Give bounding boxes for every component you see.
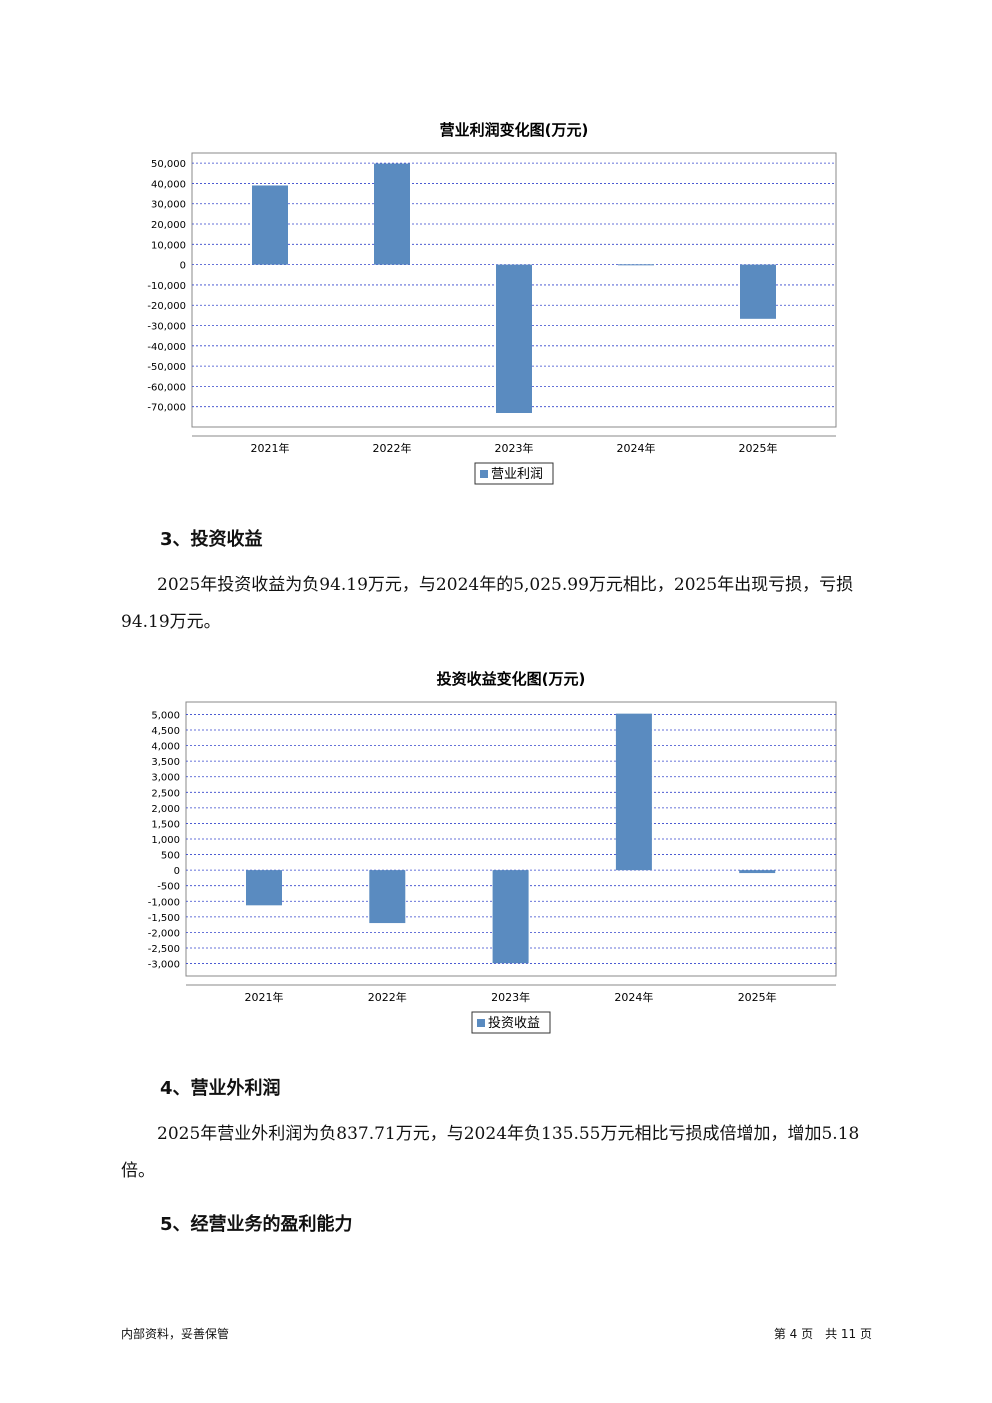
y-tick-label: 50,000 <box>151 159 186 170</box>
y-tick-label: 3,500 <box>151 757 180 768</box>
y-tick-label: 4,000 <box>151 742 180 753</box>
y-tick-label: 30,000 <box>151 200 186 211</box>
x-tick-label: 2025年 <box>739 441 778 455</box>
legend-swatch <box>477 1019 485 1027</box>
y-tick-label: 2,500 <box>151 788 180 799</box>
legend-swatch <box>480 470 488 478</box>
y-tick-label: -3,000 <box>148 960 180 971</box>
y-tick-label: 0 <box>174 866 180 877</box>
paragraph: 2025年投资收益为负94.19万元，与2024年的5,025.99万元相比，2… <box>121 575 854 632</box>
x-tick-label: 2021年 <box>245 990 284 1004</box>
y-tick-label: -1,500 <box>148 913 180 924</box>
footer-left: 内部资料，妥善保管 <box>121 1327 230 1341</box>
bar <box>252 185 288 265</box>
y-tick-label: -60,000 <box>147 382 186 393</box>
y-tick-label: -30,000 <box>147 322 186 333</box>
y-tick-label: -1,000 <box>148 897 180 908</box>
y-tick-label: 3,000 <box>151 773 180 784</box>
x-tick-label: 2022年 <box>368 990 407 1004</box>
y-tick-label: -40,000 <box>147 342 186 353</box>
bar <box>618 264 654 266</box>
y-tick-label: 1,000 <box>151 835 180 846</box>
x-tick-label: 2023年 <box>495 441 534 455</box>
y-tick-label: 20,000 <box>151 220 186 231</box>
section-heading: 4、营业外利润 <box>160 1078 281 1099</box>
x-tick-label: 2024年 <box>614 990 653 1004</box>
paragraph: 2025年营业外利润为负837.71万元，与2024年负135.55万元相比亏损… <box>121 1124 860 1181</box>
x-tick-label: 2023年 <box>491 990 530 1004</box>
y-tick-label: 0 <box>180 261 186 272</box>
bar <box>615 713 652 871</box>
x-tick-label: 2022年 <box>373 441 412 455</box>
y-tick-label: -2,000 <box>148 928 180 939</box>
bar <box>496 264 532 413</box>
y-tick-label: 4,500 <box>151 726 180 737</box>
y-tick-label: 40,000 <box>151 179 186 190</box>
y-tick-label: -70,000 <box>147 403 186 414</box>
legend-box <box>471 1011 551 1034</box>
bar <box>246 870 282 906</box>
bar <box>740 264 776 319</box>
y-tick-label: 500 <box>161 851 180 862</box>
bar <box>739 870 776 874</box>
bar <box>369 870 406 924</box>
y-tick-label: -50,000 <box>147 362 186 373</box>
legend-box <box>474 462 554 485</box>
section-heading: 3、投资收益 <box>160 529 263 550</box>
y-tick-label: -10,000 <box>147 281 186 292</box>
section-heading: 5、经营业务的盈利能力 <box>160 1214 353 1235</box>
y-tick-label: -2,500 <box>148 944 180 955</box>
bar <box>374 163 410 265</box>
legend-label: 投资收益 <box>488 1015 540 1031</box>
y-tick-label: 10,000 <box>151 240 186 251</box>
x-tick-label: 2025年 <box>738 990 777 1004</box>
plot-area <box>191 152 837 428</box>
y-tick-label: -20,000 <box>147 301 186 312</box>
y-tick-label: 1,500 <box>151 819 180 830</box>
y-tick-label: 2,000 <box>151 804 180 815</box>
footer-right: 第 4 页 共 11 页 <box>773 1327 872 1341</box>
legend-label: 营业利润 <box>491 467 543 482</box>
chart-title: 投资收益变化图(万元) <box>437 670 586 688</box>
y-tick-label: -500 <box>157 882 180 893</box>
y-tick-label: 5,000 <box>151 710 180 721</box>
x-tick-label: 2021年 <box>251 441 290 455</box>
chart-title: 营业利润变化图(万元) <box>440 121 589 139</box>
bar <box>492 870 529 964</box>
x-tick-label: 2024年 <box>617 441 656 455</box>
